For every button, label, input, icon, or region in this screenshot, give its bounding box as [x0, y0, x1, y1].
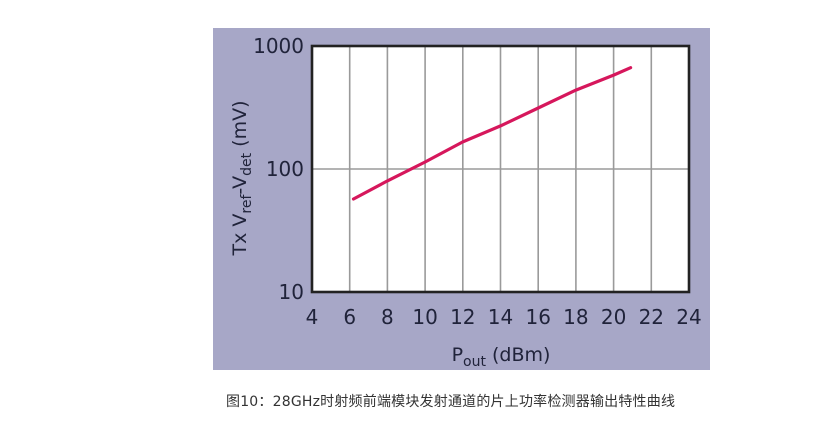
chart-canvas: 10 100 1000 4 6 8 10 12 14 16 18 20 22 24 Tx Vref-Vd… [229, 34, 702, 370]
x-tick-label: 18 [563, 305, 588, 329]
y-axis-ticks: 10 100 1000 [253, 34, 304, 304]
y-tick-label: 100 [266, 157, 304, 181]
y-axis-title: Tx Vref-Vdet (mV) [229, 100, 255, 256]
plot-frame [310, 44, 691, 294]
gridlines [312, 46, 689, 292]
y-tick-label: 10 [279, 280, 304, 304]
x-tick-label: 20 [601, 305, 626, 329]
x-tick-label: 16 [525, 305, 550, 329]
x-tick-label: 8 [381, 305, 394, 329]
figure-caption: 图10：28GHz时射频前端模块发射通道的片上功率检测器输出特性曲线 [226, 394, 676, 410]
x-tick-label: 12 [450, 305, 475, 329]
x-tick-label: 22 [639, 305, 664, 329]
x-tick-label: 14 [488, 305, 513, 329]
x-tick-label: 10 [412, 305, 437, 329]
x-axis-ticks: 4 6 8 10 12 14 16 18 20 22 24 [306, 305, 702, 329]
x-tick-label: 6 [343, 305, 356, 329]
chart-figure: 10 100 1000 4 6 8 10 12 14 16 18 20 22 24 Tx Vref-Vd… [213, 28, 710, 370]
y-tick-label: 1000 [253, 34, 304, 58]
x-tick-label: 4 [306, 305, 319, 329]
x-tick-label: 24 [676, 305, 701, 329]
data-series-line [351, 66, 633, 201]
x-axis-title: Pout (dBm) [452, 344, 551, 370]
series-line [351, 66, 633, 201]
